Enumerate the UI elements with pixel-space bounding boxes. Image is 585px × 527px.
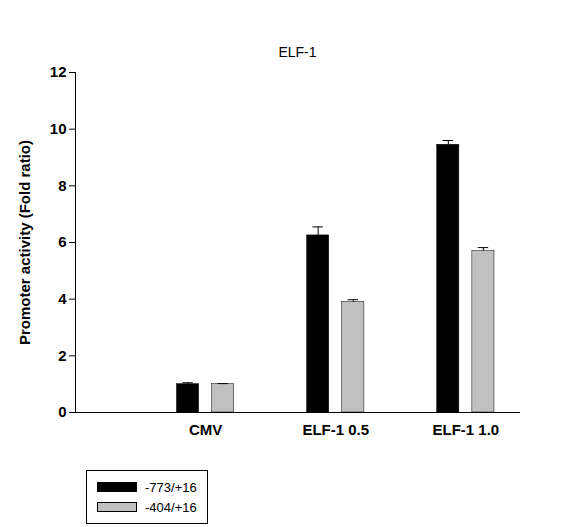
svg-text:10: 10 <box>50 120 67 137</box>
svg-text:6: 6 <box>58 233 66 250</box>
svg-text:8: 8 <box>58 177 66 194</box>
svg-text:ELF-1 1.0: ELF-1 1.0 <box>433 421 500 438</box>
svg-text:0: 0 <box>58 403 66 420</box>
svg-text:CMV: CMV <box>189 421 222 438</box>
html-text:ELF-1: ELF-1 <box>278 44 317 60</box>
svg-text:4: 4 <box>58 290 67 307</box>
html-text:-773/+16: -773/+16 <box>145 479 197 495</box>
svg-text:12: 12 <box>50 63 67 80</box>
svg-text:Promoter activity (Fold ratio): Promoter activity (Fold ratio) <box>16 140 33 345</box>
html-text:-404/+16: -404/+16 <box>145 499 197 515</box>
svg-text:2: 2 <box>58 347 66 364</box>
svg-text:ELF-1 0.5: ELF-1 0.5 <box>302 421 369 438</box>
